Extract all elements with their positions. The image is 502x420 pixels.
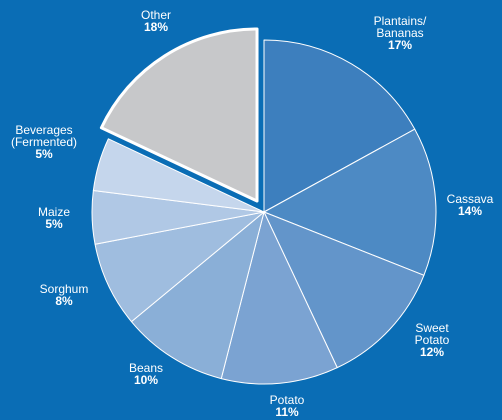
slice-value-text: 8% (55, 294, 73, 308)
pie-slice-other (99, 27, 259, 203)
slice-name-text: Potato (415, 333, 450, 347)
slice-name-text: Sorghum (40, 282, 89, 296)
pie-slice-beverages-fermented (92, 138, 265, 213)
slice-label-beverages-fermented: Beverages(Fermented)5% (11, 123, 77, 161)
slice-name-text: Bananas (376, 26, 423, 40)
slice-value-text: 11% (275, 405, 299, 419)
slice-name-text: Other (141, 8, 171, 22)
pie-slice-beans (130, 211, 265, 380)
slice-value-text: 5% (35, 147, 53, 161)
slice-name-text: Maize (38, 205, 70, 219)
slice-name-text: Cassava (447, 192, 494, 206)
slice-name-text: Sweet (415, 321, 449, 335)
slice-value-text: 17% (388, 38, 412, 52)
pie-labels: Plantains/Bananas17%Cassava14%SweetPotat… (11, 8, 494, 419)
slice-value-text: 12% (420, 345, 444, 359)
slice-value-text: 10% (134, 373, 158, 387)
pie-slice-plantains-bananas (263, 39, 416, 213)
slice-name-text: Potato (270, 393, 305, 407)
slice-value-text: 18% (144, 20, 168, 34)
slice-value-text: 14% (458, 204, 482, 218)
pie-slice-cassava (263, 128, 437, 276)
pie-slice-sweet-potato (263, 211, 425, 369)
slice-name-text: Beverages (15, 123, 72, 137)
pie-slices (91, 27, 437, 385)
slice-value-text: 5% (45, 217, 63, 231)
slice-name-text: (Fermented) (11, 135, 77, 149)
slice-name-text: Beans (129, 361, 163, 375)
pie-slice-potato (220, 211, 338, 385)
slice-name-text: Plantains/ (374, 14, 427, 28)
